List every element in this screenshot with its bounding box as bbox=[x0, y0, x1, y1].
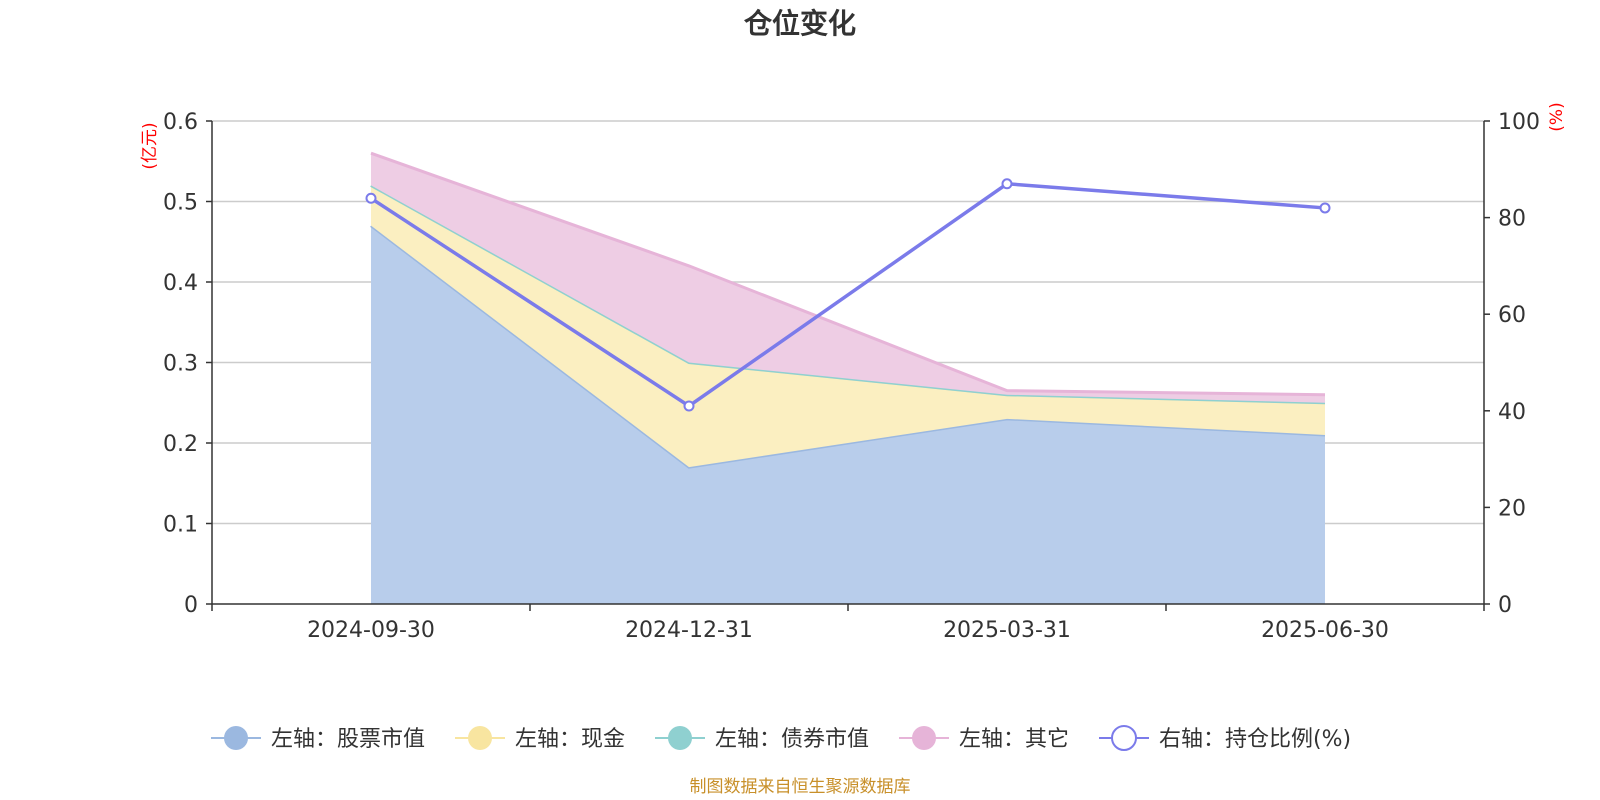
legend-item[interactable]: 右轴：持仓比例(%) bbox=[1099, 725, 1351, 752]
right-axis-tick-label: 40 bbox=[1498, 400, 1526, 425]
line-point bbox=[683, 400, 695, 412]
axes: 0 0.1 0.2 0.3 0.4 0.5 0.6 0 20 40 60 80 100 2024-09-3… bbox=[163, 110, 1540, 643]
x-axis-tick-label: 2024-12-31 bbox=[625, 618, 753, 643]
legend-marker bbox=[224, 726, 248, 750]
line-point bbox=[1001, 178, 1013, 190]
area-edge-左轴：其它 bbox=[370, 151, 1326, 397]
legend-item[interactable]: 左轴：其它 bbox=[899, 726, 1069, 752]
left-axis-tick-label: 0.4 bbox=[163, 271, 198, 296]
right-axis-tick-label: 60 bbox=[1498, 303, 1526, 328]
area-series bbox=[370, 151, 1326, 604]
legend-marker bbox=[912, 726, 936, 750]
right-axis-tick-label: 80 bbox=[1498, 207, 1526, 232]
legend-label: 左轴：债券市值 bbox=[715, 727, 869, 752]
x-axis-tick-label: 2025-06-30 bbox=[1261, 618, 1389, 643]
line-point bbox=[365, 192, 377, 204]
left-axis-tick-label: 0.2 bbox=[163, 432, 198, 457]
line-point bbox=[1319, 202, 1331, 214]
legend-marker bbox=[1111, 725, 1137, 751]
chart-title: 仓位变化 bbox=[744, 7, 856, 40]
area-左轴：现金 bbox=[371, 185, 1325, 468]
x-axis-tick-label: 2025-03-31 bbox=[943, 618, 1071, 643]
legend-label: 左轴：其它 bbox=[959, 727, 1069, 752]
right-axis-tick-label: 20 bbox=[1498, 496, 1526, 521]
legend-marker bbox=[468, 726, 492, 750]
legend[interactable]: 左轴：股票市值 左轴：现金 左轴：债券市值 左轴：其它 右轴：持仓比例(%) bbox=[211, 725, 1351, 752]
legend-item[interactable]: 左轴：股票市值 bbox=[211, 726, 425, 752]
left-axis-tick-label: 0.1 bbox=[163, 513, 198, 538]
line-右轴：持仓比例(%) bbox=[370, 181, 1326, 409]
legend-label: 左轴：现金 bbox=[515, 727, 625, 752]
legend-label: 左轴：股票市值 bbox=[271, 727, 425, 752]
line-series bbox=[365, 178, 1331, 412]
legend-item[interactable]: 左轴：现金 bbox=[455, 726, 625, 752]
legend-label: 右轴：持仓比例(%) bbox=[1159, 727, 1351, 752]
left-axis-tick-label: 0.3 bbox=[163, 352, 198, 377]
right-axis-tick-label: 100 bbox=[1498, 110, 1540, 135]
left-axis-tick-label: 0.6 bbox=[163, 110, 198, 135]
left-axis-tick-label: 0.5 bbox=[163, 191, 198, 216]
area-左轴：股票市值 bbox=[371, 225, 1325, 604]
left-axis-unit: (亿元) bbox=[140, 122, 160, 169]
legend-item[interactable]: 左轴：债券市值 bbox=[655, 726, 869, 752]
left-axis-tick-label: 0 bbox=[184, 593, 198, 618]
right-axis-tick-label: 0 bbox=[1498, 593, 1512, 618]
data-source-note: 制图数据来自恒生聚源数据库 bbox=[690, 777, 911, 797]
x-axis-tick-label: 2024-09-30 bbox=[307, 618, 435, 643]
area-左轴：其它 bbox=[371, 153, 1325, 403]
legend-marker bbox=[668, 726, 692, 750]
right-axis-unit: (%) bbox=[1547, 102, 1567, 131]
